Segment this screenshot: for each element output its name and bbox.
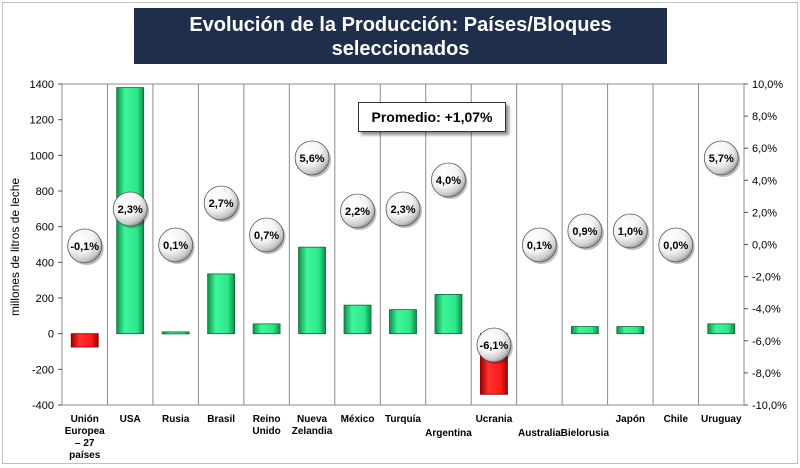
y-tick-label: 400 (36, 257, 54, 269)
growth-labels-layer: -0,1% 2,3% 0,1% 2,7% 0,7% 5,6% 2,2% 2,3% 4,0% -6,… (67, 140, 741, 364)
growth-label: 0,1% (527, 240, 552, 252)
growth-ball (658, 227, 694, 263)
growth-label: 1,0% (618, 226, 643, 238)
category-label: México (341, 414, 375, 425)
category-label: Chile (664, 414, 689, 425)
growth-ball (385, 191, 421, 227)
axis-layer: -400 -200 0 200 400 600 800 1000 1200 1400 -10,0% -… (30, 79, 788, 461)
category-label: Brasil (207, 414, 235, 425)
bar (298, 246, 326, 335)
y2-tick-label: 8,0% (752, 111, 777, 123)
y2-tick-label: 10,0% (752, 79, 783, 91)
growth-label: -0,1% (70, 241, 99, 253)
y2-tick-label: -4,0% (752, 304, 781, 316)
y2-tick-label: -6,0% (752, 336, 781, 348)
growth-ball (340, 193, 375, 229)
growth-ball (294, 140, 330, 176)
y2-tick-label: -8,0% (752, 368, 781, 380)
growth-label: 2,7% (209, 198, 234, 210)
y-tick-label: 200 (36, 293, 54, 305)
category-label: USA (120, 414, 141, 425)
growth-label: 0,1% (163, 240, 188, 252)
average-box: Promedio: +1,07% (358, 102, 506, 132)
growth-ball (567, 213, 603, 249)
category-label: Argentina (425, 428, 472, 439)
y2-tick-label: -10,0% (752, 400, 787, 412)
growth-label: -6,1% (480, 340, 509, 352)
bar (70, 333, 99, 348)
category-label: Australia (518, 428, 561, 439)
y-tick-label: 1000 (30, 150, 54, 162)
y2-tick-label: 6,0% (752, 143, 777, 155)
growth-ball (67, 228, 103, 264)
growth-ball (522, 227, 557, 263)
chart-title: Evolución de la Producción: Países/Bloqu… (189, 14, 612, 60)
y2-tick-label: 4,0% (752, 175, 777, 187)
growth-ball (112, 191, 148, 227)
y-tick-label: -200 (32, 364, 54, 376)
growth-label: 5,6% (300, 153, 325, 165)
y2-tick-label: 0,0% (752, 240, 777, 252)
y-tick-label: -400 (32, 400, 54, 412)
title-box: Evolución de la Producción: Países/Bloqu… (134, 8, 667, 80)
category-label: Reino Unido (252, 414, 280, 437)
category-label: Nueva Zelandia (292, 414, 333, 437)
bar (570, 326, 599, 335)
category-label: Rusia (162, 414, 190, 425)
y-tick-label: 800 (36, 186, 54, 198)
growth-ball (612, 213, 648, 249)
bar (207, 273, 236, 335)
category-label: Bielorusia (561, 428, 610, 439)
growth-label: 0,7% (254, 230, 279, 242)
bar (161, 331, 190, 335)
growth-label: 5,7% (709, 153, 734, 165)
growth-label: 0,9% (572, 226, 597, 238)
bar (252, 323, 281, 335)
bar (343, 304, 372, 335)
growth-ball (158, 227, 194, 263)
category-label: Uruguay (701, 414, 742, 425)
grid-layer (61, 83, 745, 406)
category-label: Japón (616, 414, 645, 425)
category-label: Unión Europea – 27 países (65, 414, 105, 461)
y-axis-label: millones de litros de leche (8, 178, 22, 316)
growth-ball (703, 140, 739, 176)
growth-ball (249, 217, 285, 253)
y-tick-label: 600 (36, 222, 54, 234)
growth-label: 0,0% (663, 240, 688, 252)
category-label: Turquía (385, 414, 421, 425)
growth-label: 2,3% (390, 204, 415, 216)
growth-label: 2,2% (345, 206, 370, 218)
bar (389, 309, 417, 335)
y2-tick-label: -2,0% (752, 272, 781, 284)
growth-label: 2,3% (118, 204, 143, 216)
bar (434, 294, 463, 335)
growth-label: 4,0% (436, 175, 461, 187)
category-label: Ucrania (476, 414, 513, 425)
growth-ball (431, 162, 466, 198)
bar (707, 323, 736, 335)
bar-chart: -0,1% 2,3% 0,1% 2,7% 0,7% 5,6% 2,2% 2,3% 4,0% -6,… (8, 79, 788, 461)
y-tick-label: 0 (48, 329, 54, 341)
growth-ball (203, 185, 239, 221)
y2-tick-label: 2,0% (752, 207, 777, 219)
bar (616, 326, 645, 335)
y-tick-label: 1200 (30, 115, 54, 127)
chart-subtitle: enero-junio 2021 (344, 63, 457, 80)
y-tick-label: 1400 (30, 79, 54, 91)
growth-ball (476, 327, 512, 363)
